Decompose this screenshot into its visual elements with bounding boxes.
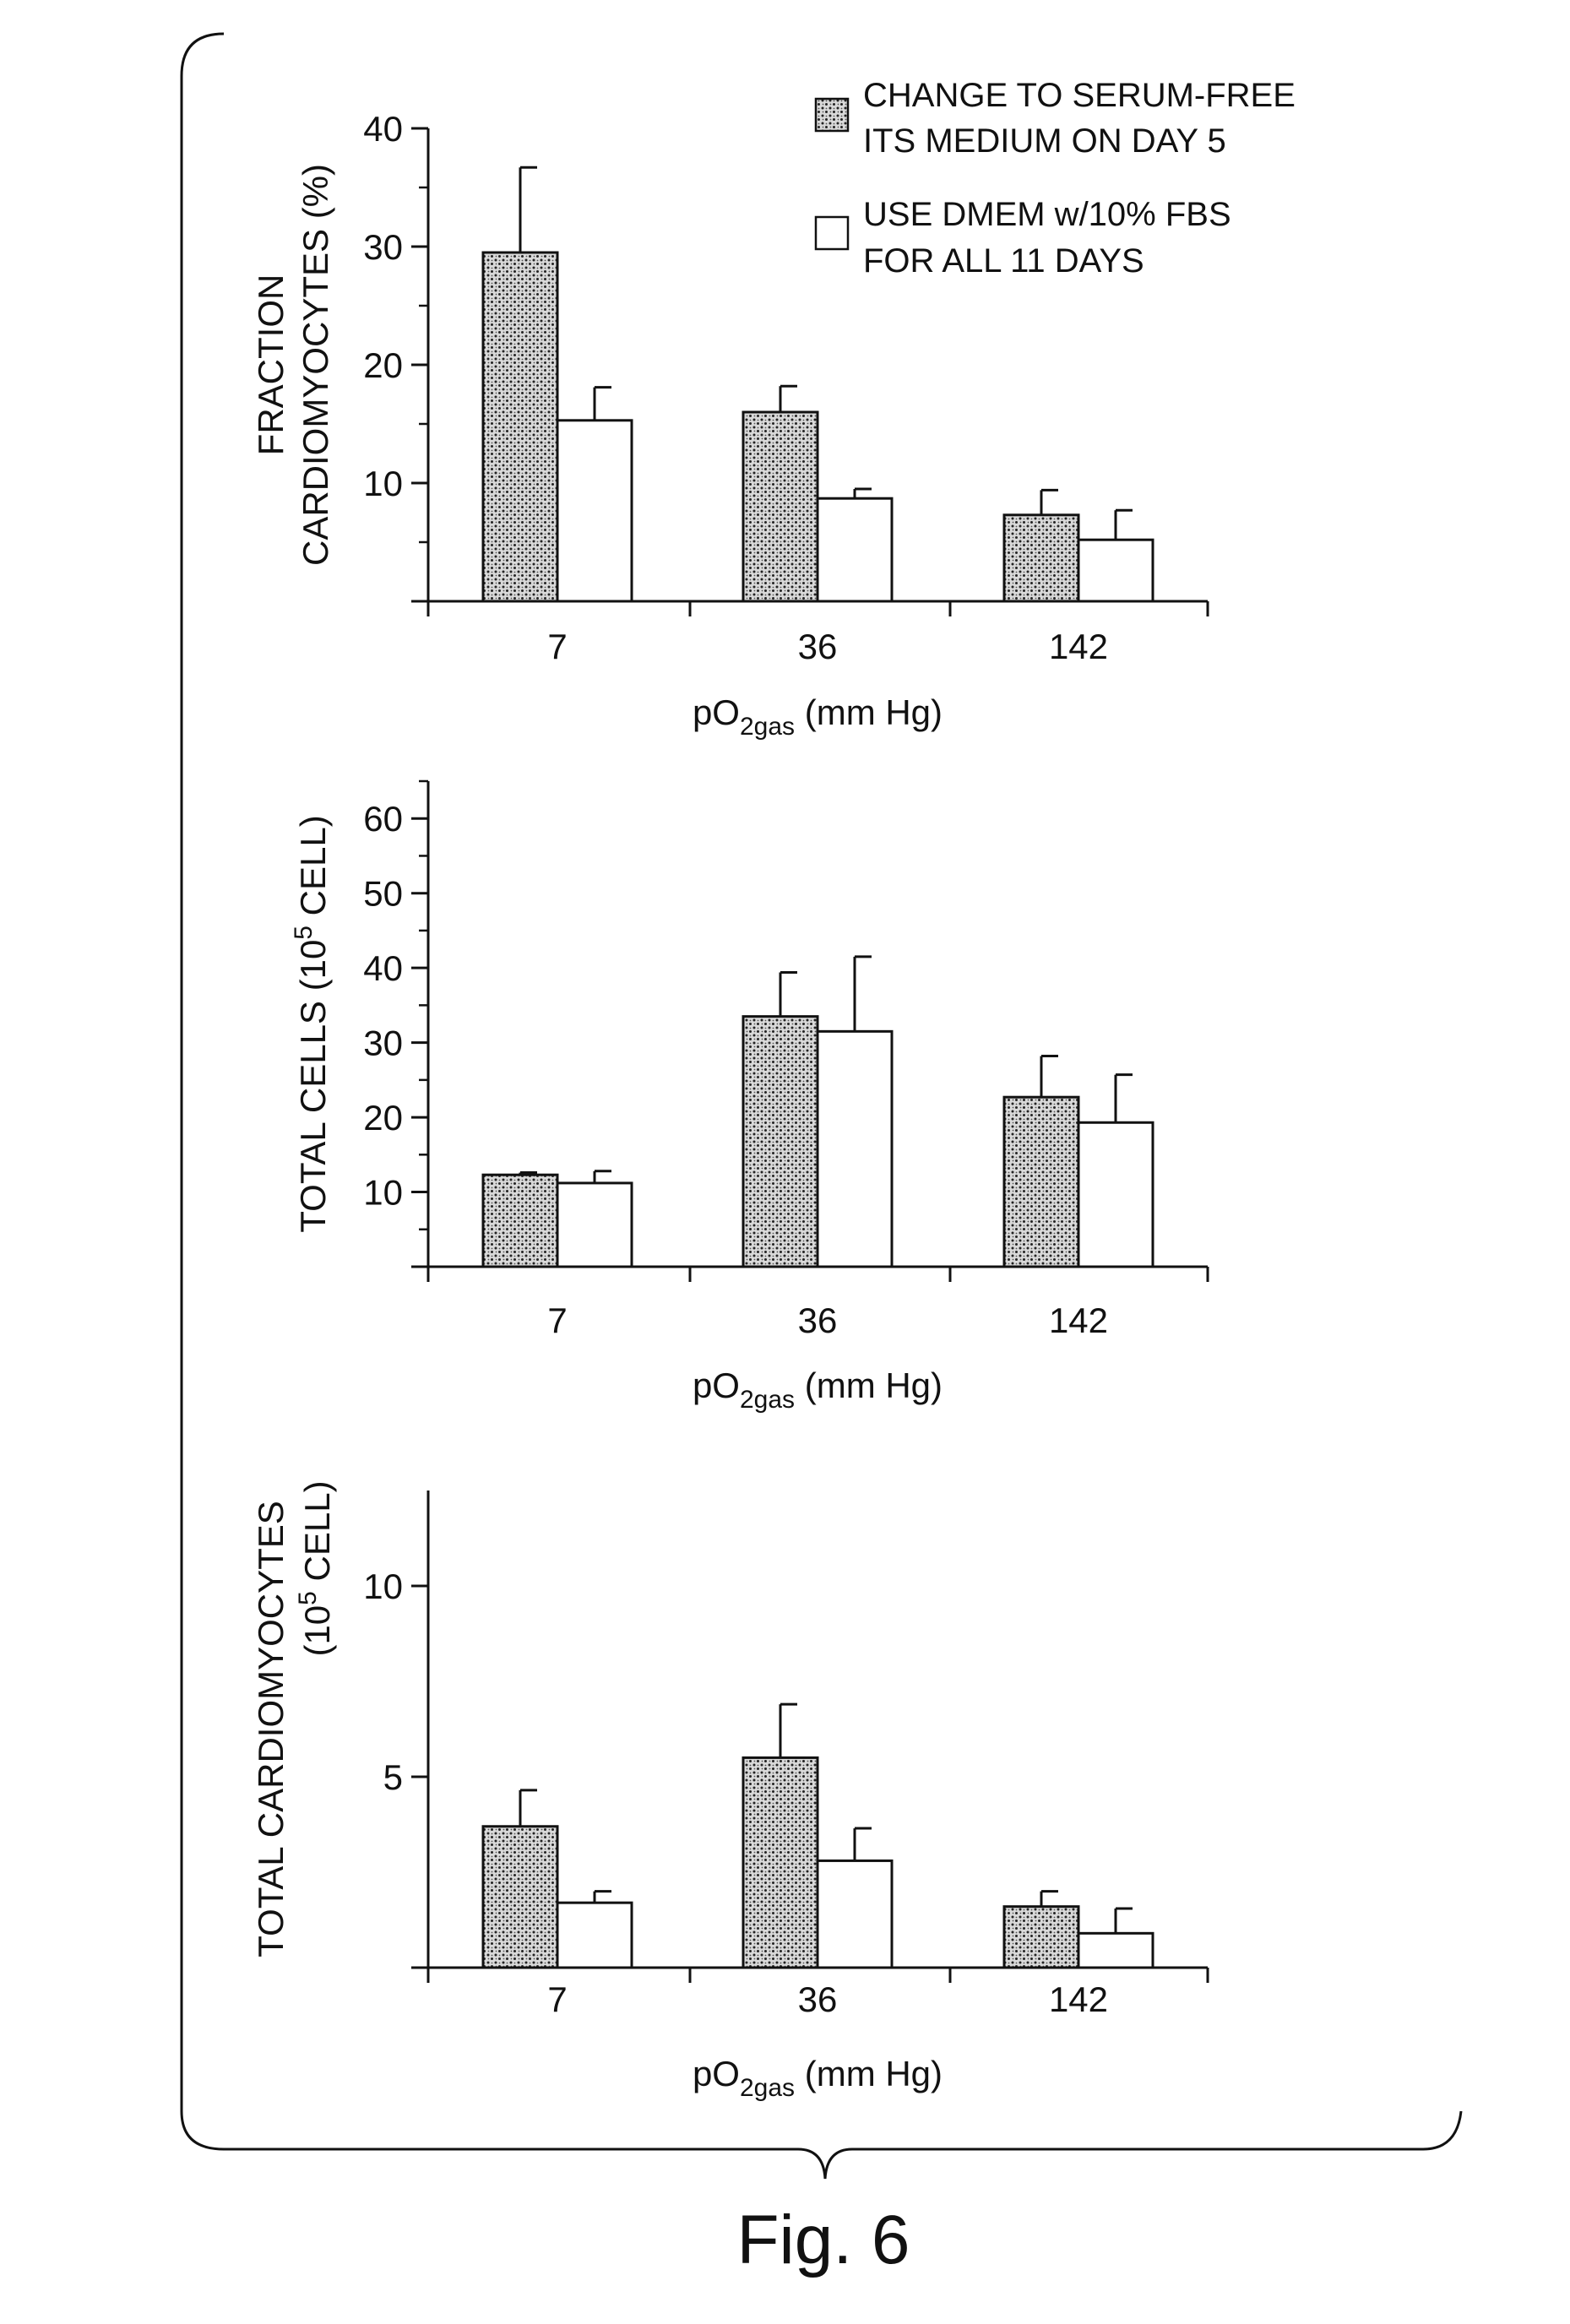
y-tick-label: 20 bbox=[363, 345, 403, 385]
x-tick-label: 142 bbox=[1049, 1300, 1108, 1340]
legend-swatch-open bbox=[816, 217, 848, 249]
bar-dmem-fbs bbox=[557, 1903, 632, 1968]
y-axis-title-line2: (105 CELL) bbox=[294, 1480, 337, 1656]
y-tick-label: 10 bbox=[363, 1173, 403, 1213]
x-tick-label: 36 bbox=[798, 1979, 838, 2019]
legend-label-open-line2: FOR ALL 11 DAYS bbox=[863, 242, 1144, 280]
y-tick-label: 60 bbox=[363, 799, 403, 839]
bar-serum-free bbox=[743, 1017, 818, 1267]
legend-label-open-line1: USE DMEM w/10% FBS bbox=[863, 196, 1231, 233]
bar-dmem-fbs bbox=[557, 421, 632, 601]
x-tick-label: 7 bbox=[547, 1300, 567, 1340]
legend-label-stippled-line1: CHANGE TO SERUM-FREE bbox=[863, 77, 1296, 114]
bar-dmem-fbs bbox=[1078, 1933, 1153, 1968]
x-axis-title: pO2gas (mm Hg) bbox=[693, 1366, 943, 1414]
bar-serum-free bbox=[743, 1757, 818, 1968]
y-tick-label: 10 bbox=[363, 1567, 403, 1606]
legend-swatch-stippled bbox=[816, 99, 848, 131]
x-tick-label: 36 bbox=[798, 627, 838, 666]
bar-serum-free bbox=[483, 252, 557, 601]
y-tick-label: 30 bbox=[363, 1024, 403, 1063]
y-tick-label: 5 bbox=[383, 1757, 403, 1797]
x-tick-label: 7 bbox=[547, 1979, 567, 2019]
bar-serum-free bbox=[743, 412, 818, 601]
bar-dmem-fbs bbox=[818, 1860, 892, 1968]
legend: CHANGE TO SERUM-FREE ITS MEDIUM ON DAY 5… bbox=[816, 77, 1296, 280]
y-axis-title-line1: FRACTION bbox=[251, 274, 291, 456]
x-tick-label: 142 bbox=[1049, 627, 1108, 666]
bar-serum-free bbox=[1004, 515, 1078, 601]
y-tick-label: 20 bbox=[363, 1098, 403, 1138]
y-tick-label: 40 bbox=[363, 948, 403, 988]
x-tick-label: 7 bbox=[547, 627, 567, 666]
y-tick-label: 30 bbox=[363, 227, 403, 267]
y-axis-title-line2: CARDIOMYOCYTES (%) bbox=[296, 164, 335, 566]
y-axis-title-line1: TOTAL CARDIOMYOCYTES bbox=[251, 1501, 291, 1957]
y-axis-title: TOTAL CELLS (105 CELL) bbox=[290, 815, 333, 1232]
bar-serum-free bbox=[483, 1827, 557, 1968]
bar-dmem-fbs bbox=[1078, 540, 1153, 601]
bar-serum-free bbox=[483, 1175, 557, 1267]
figure-caption: Fig. 6 bbox=[736, 2202, 910, 2278]
x-axis-title: pO2gas (mm Hg) bbox=[693, 2054, 943, 2102]
bar-serum-free bbox=[1004, 1097, 1078, 1267]
legend-label-stippled-line2: ITS MEDIUM ON DAY 5 bbox=[863, 122, 1226, 160]
x-axis-title: pO2gas (mm Hg) bbox=[693, 692, 943, 741]
y-tick-label: 10 bbox=[363, 464, 403, 503]
x-tick-label: 142 bbox=[1049, 1979, 1108, 2019]
bar-dmem-fbs bbox=[818, 1031, 892, 1267]
y-tick-label: 50 bbox=[363, 874, 403, 914]
bar-dmem-fbs bbox=[1078, 1122, 1153, 1267]
x-tick-label: 36 bbox=[798, 1300, 838, 1340]
y-tick-label: 40 bbox=[363, 109, 403, 149]
chart-total-cells: 60 50 40 30 20 10 7 36 142 pO2gas (mm Hg) TOTAL CE… bbox=[290, 781, 1208, 1414]
bar-dmem-fbs bbox=[818, 498, 892, 601]
bar-serum-free bbox=[1004, 1907, 1078, 1968]
chart-total-cardiomyocytes: 10 5 7 36 142 pO2gas (mm Hg) TOTAL CARDIOMYOCY… bbox=[251, 1480, 1208, 2102]
bar-dmem-fbs bbox=[557, 1183, 632, 1267]
